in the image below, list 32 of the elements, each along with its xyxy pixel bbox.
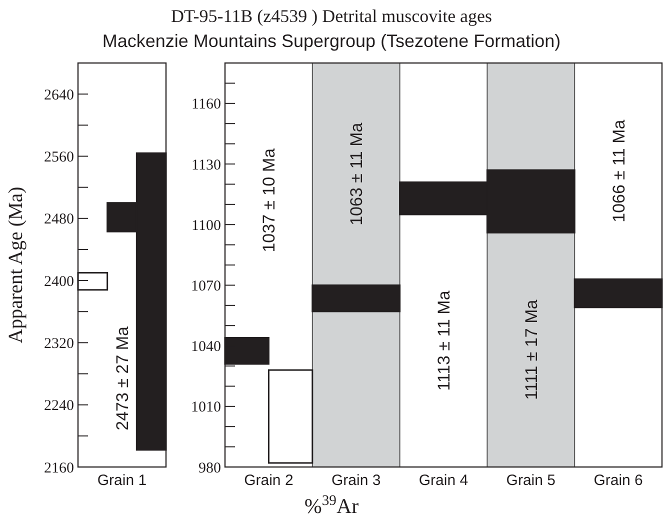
chart-title: DT-95-11B (z4539 ) Detrital muscovite ages: [170, 6, 492, 26]
x-tick-label: Grain 2: [244, 472, 294, 489]
annotation: 2473 ± 27 Ma: [112, 326, 132, 430]
y-tick-label: 2320: [44, 336, 74, 352]
y-tick-label: 980: [198, 460, 221, 476]
y-tick-label: 2560: [44, 149, 74, 166]
y-tick-label: 1040: [191, 339, 221, 356]
y-tick-label: 1160: [192, 96, 221, 113]
annotation: 1066 ± 11 Ma: [609, 119, 628, 222]
y-tick-label: 1070: [191, 278, 221, 294]
y-tick-label: 1010: [191, 400, 221, 416]
bar: [312, 284, 401, 312]
y-tick-label: 2480: [44, 212, 74, 228]
annotation: 1111 ± 17 Ma: [522, 299, 541, 400]
x-tick-label: Grain 4: [418, 472, 468, 489]
x-tick-label: Grain 6: [594, 472, 643, 489]
y-tick-label: 2240: [44, 398, 74, 414]
annotation: 1113 ± 11 Ma: [434, 290, 454, 391]
y-axis-title: Apparent Age (Ma): [5, 186, 27, 344]
y-tick-label: 2160: [44, 460, 74, 476]
y-tick-label: 1130: [192, 157, 221, 174]
x-tick-label: Grain 1: [97, 472, 147, 489]
y-tick-label: 1100: [192, 218, 221, 234]
x-tick-label: Grain 5: [506, 472, 556, 489]
y-tick-label: 2640: [44, 87, 74, 104]
chart-subtitle: Mackenzie Mountains Supergroup (Tsezotene Formation): [102, 31, 561, 51]
x-tick-label: Grain 3: [332, 472, 381, 489]
annotation: 1037 ± 10 Ma: [260, 148, 279, 252]
y-tick-label: 2400: [44, 274, 74, 290]
x-axis-title: %$^{39}$Ar: [304, 493, 359, 518]
bar: [268, 369, 314, 464]
annotation: 1063 ± 11 Ma: [347, 122, 366, 226]
